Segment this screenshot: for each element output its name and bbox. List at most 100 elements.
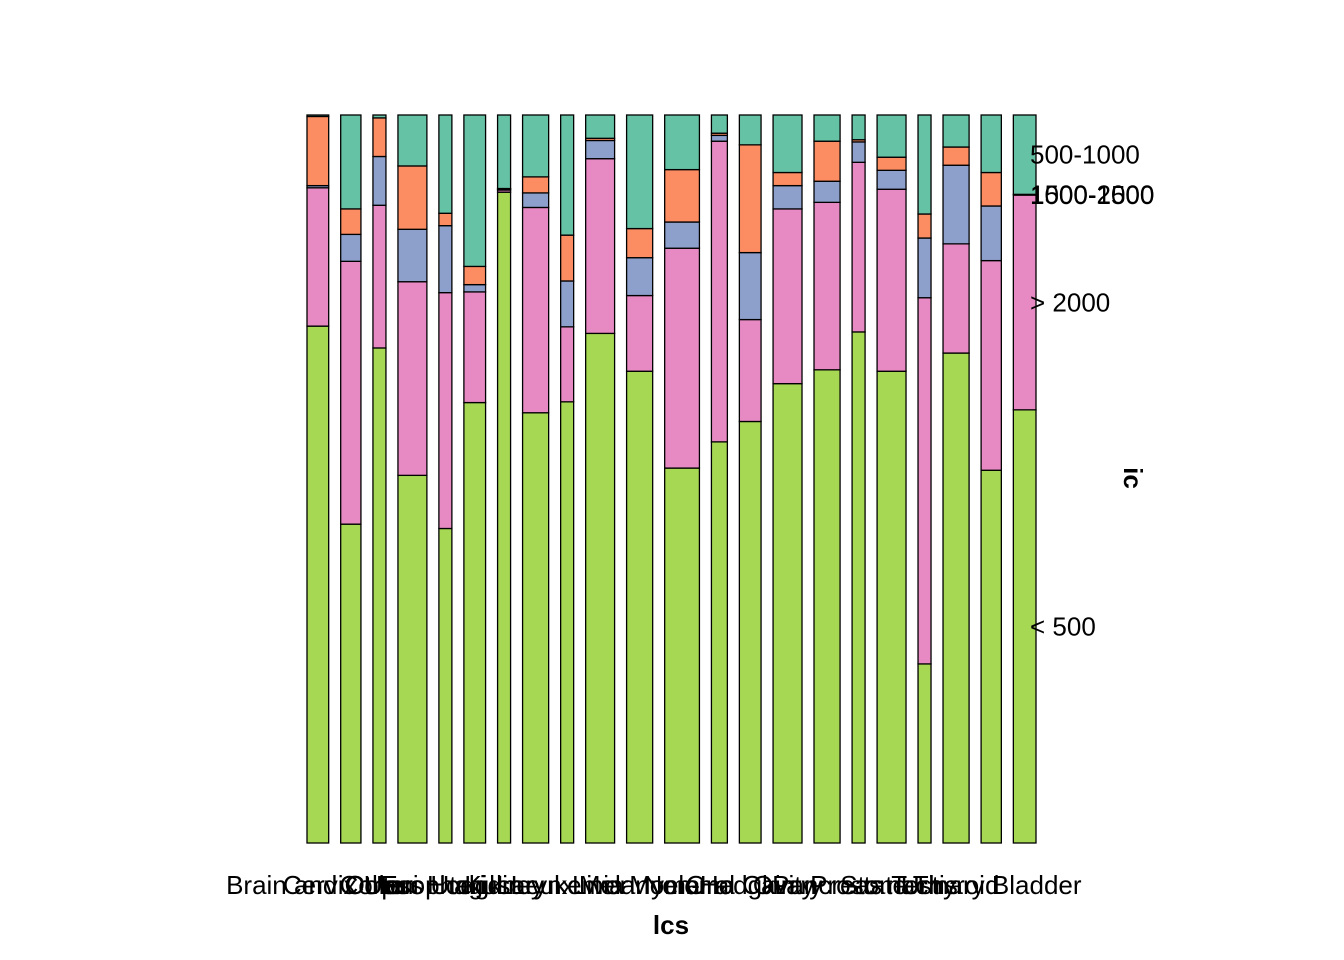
mosaic-tile bbox=[438, 527, 453, 844]
mosaic-tile bbox=[664, 114, 701, 171]
mosaic-tile bbox=[372, 117, 387, 158]
mosaic-tile bbox=[738, 114, 762, 146]
y-tick-label: 1500-2000 bbox=[1030, 180, 1154, 210]
mosaic-tile bbox=[560, 401, 575, 844]
mosaic-tile bbox=[306, 325, 330, 844]
y-tick-label: < 500 bbox=[1030, 611, 1096, 641]
mosaic-tile bbox=[496, 191, 512, 844]
x-tick-label: Brain and Other bbox=[226, 870, 410, 900]
mosaic-tile bbox=[876, 188, 907, 372]
mosaic-tile bbox=[625, 114, 654, 230]
mosaic-tile bbox=[942, 164, 970, 245]
mosaic-tile bbox=[942, 114, 970, 148]
mosaic-tile bbox=[851, 141, 866, 163]
mosaic-tile bbox=[813, 140, 841, 182]
mosaic-tile bbox=[710, 140, 729, 443]
mosaic-tile bbox=[397, 114, 428, 167]
x-tick-label: Thyroid bbox=[913, 870, 1000, 900]
x-tick-label: Esophagus bbox=[380, 870, 510, 900]
y-tick-label: 1000-1500 bbox=[1030, 180, 1154, 210]
mosaic-tile bbox=[942, 146, 970, 166]
mosaic-tile bbox=[876, 169, 907, 190]
x-tick-label: Ovary bbox=[753, 870, 822, 900]
mosaic-tile bbox=[340, 260, 362, 525]
x-tick-label: Urinary Bladder bbox=[901, 870, 1082, 900]
mosaic-tile bbox=[980, 114, 1002, 174]
mosaic-tile bbox=[625, 294, 654, 372]
mosaic-tile bbox=[813, 180, 841, 204]
mosaic-tile bbox=[980, 205, 1002, 262]
mosaic-tile bbox=[772, 382, 803, 844]
mosaic-tile bbox=[521, 114, 550, 178]
mosaic-tile bbox=[917, 114, 932, 215]
mosaic-tile bbox=[306, 114, 330, 118]
mosaic-tile bbox=[738, 420, 762, 844]
mosaic-tile bbox=[942, 243, 970, 354]
mosaic-tile bbox=[664, 247, 701, 469]
mosaic-tile bbox=[521, 206, 550, 414]
mosaic-tile bbox=[438, 291, 453, 530]
x-tick-label: Melanoma bbox=[579, 870, 701, 900]
mosaic-tile bbox=[438, 225, 453, 294]
mosaic-tile bbox=[917, 297, 932, 665]
mosaic-tile bbox=[876, 156, 907, 171]
mosaic-tile bbox=[463, 401, 487, 844]
mosaic-tile bbox=[585, 139, 616, 160]
y-tick-label: 500-1000 bbox=[1030, 140, 1140, 170]
mosaic-tile bbox=[851, 161, 866, 333]
x-tick-label: Oral Cavity bbox=[686, 870, 815, 900]
x-tick-label: Kidney bbox=[464, 870, 544, 900]
mosaic-tile bbox=[560, 280, 575, 328]
mosaic-tile bbox=[813, 201, 841, 371]
mosaic-tile bbox=[710, 441, 729, 844]
mosaic-tile bbox=[772, 114, 803, 174]
mosaic-tile bbox=[585, 158, 616, 335]
mosaic-tile bbox=[372, 347, 387, 844]
mosaic-tile bbox=[772, 184, 803, 210]
mosaic-tile bbox=[851, 114, 866, 141]
mosaic-tile bbox=[438, 212, 453, 227]
x-tick-label: Prostate bbox=[810, 870, 907, 900]
mosaic-tile bbox=[585, 114, 616, 139]
mosaic-tile bbox=[521, 192, 550, 209]
mosaic-tile bbox=[438, 114, 453, 214]
mosaic-tile bbox=[664, 221, 701, 249]
mosaic-tile bbox=[397, 228, 428, 283]
x-tick-label: Cervix Uteri bbox=[283, 870, 419, 900]
x-tick-label: Larynx bbox=[497, 870, 575, 900]
mosaic-tile bbox=[1012, 114, 1037, 195]
mosaic-tile bbox=[340, 208, 362, 236]
mosaic-tile bbox=[980, 171, 1002, 207]
x-tick-label: Hodgkin bbox=[427, 870, 522, 900]
y-tick-label: > 2000 bbox=[1030, 287, 1110, 317]
x-tick-label: Leukemia bbox=[511, 870, 624, 900]
mosaic-tile bbox=[813, 114, 841, 142]
x-tick-label: Stomach bbox=[840, 870, 943, 900]
mosaic-tile bbox=[738, 318, 762, 423]
mosaic-tile bbox=[340, 523, 362, 844]
mosaic-tile bbox=[980, 469, 1002, 844]
mosaic-tile bbox=[463, 114, 487, 268]
mosaic-tile bbox=[560, 234, 575, 282]
mosaic-tile bbox=[772, 171, 803, 187]
mosaic-tile bbox=[738, 144, 762, 254]
mosaic-tile bbox=[710, 114, 729, 134]
mosaic-tile bbox=[738, 251, 762, 321]
x-tick-label: Pancreas bbox=[772, 870, 882, 900]
mosaic-tile bbox=[521, 176, 550, 194]
mosaic-tile bbox=[625, 370, 654, 844]
mosaic-tile bbox=[463, 283, 487, 293]
mosaic-tile bbox=[306, 187, 330, 327]
mosaic-tile bbox=[340, 114, 362, 210]
mosaic-tile bbox=[625, 257, 654, 297]
mosaic-tile bbox=[397, 165, 428, 230]
mosaic-tile bbox=[625, 227, 654, 259]
mosaic-tile bbox=[496, 114, 512, 190]
mosaic-tile bbox=[463, 265, 487, 286]
mosaic-tile bbox=[980, 259, 1002, 471]
y-axis-title: ic bbox=[1118, 467, 1148, 489]
mosaic-tile bbox=[560, 114, 575, 236]
mosaic-tile bbox=[851, 331, 866, 844]
